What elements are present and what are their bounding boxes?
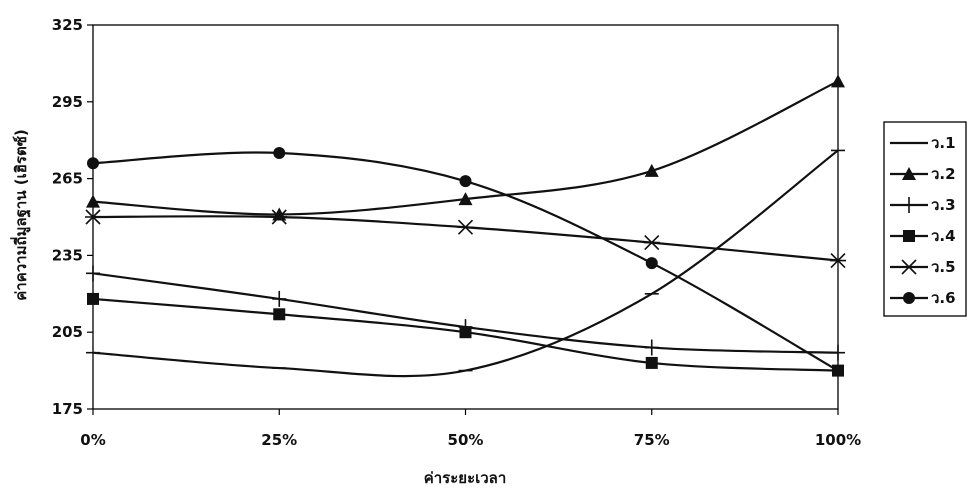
legend-label: ว.6 <box>931 289 956 307</box>
series-2 <box>86 74 845 221</box>
data-point <box>86 194 100 208</box>
data-point <box>87 292 99 305</box>
x-axis: 0% 25% 50% 75% 100% <box>80 409 861 449</box>
x-tick-label: 25% <box>261 431 297 449</box>
data-point <box>459 175 472 188</box>
y-axis: 175 205 235 265 295 325 <box>52 16 93 418</box>
data-point <box>644 339 659 356</box>
legend-label: ว.3 <box>931 196 956 214</box>
series-5 <box>85 209 846 269</box>
x-tick-label: 100% <box>815 431 861 449</box>
y-tick-label: 325 <box>52 16 83 34</box>
x-tick-label: 50% <box>448 431 484 449</box>
data-point <box>832 364 844 377</box>
data-point <box>87 157 99 170</box>
legend-marker <box>901 259 917 275</box>
legend-label: ว.2 <box>931 165 956 183</box>
y-tick-label: 205 <box>52 323 83 341</box>
data-point <box>644 163 659 177</box>
data-point <box>645 257 658 270</box>
legend-item: ว.1 <box>890 134 956 152</box>
legend-marker <box>902 197 916 213</box>
y-tick-label: 295 <box>52 93 83 111</box>
legend-marker <box>902 167 916 180</box>
legend-item: ว.3 <box>890 196 956 214</box>
data-point <box>831 74 845 88</box>
data-point <box>86 265 100 282</box>
legend-box <box>883 121 967 317</box>
series-1 <box>86 149 845 378</box>
y-axis-title: ค่าความถี่มูลฐาน (เฮิรตซ์) <box>10 129 31 301</box>
legend-label: ว.4 <box>931 227 956 245</box>
legend-item: ว.5 <box>890 258 956 276</box>
legend-marker <box>903 292 915 304</box>
y-tick-label: 265 <box>52 170 83 188</box>
data-point <box>831 344 845 361</box>
data-point <box>273 147 286 159</box>
data-point <box>458 192 473 206</box>
y-tick-label: 235 <box>52 246 83 264</box>
data-point <box>272 290 287 307</box>
legend-item: ว.4 <box>890 227 956 245</box>
x-tick-label: 75% <box>634 431 670 449</box>
legend-item: ว.2 <box>890 165 956 183</box>
legend-label: ว.1 <box>931 134 956 152</box>
data-point <box>271 209 288 225</box>
data-point <box>457 219 474 235</box>
data-point <box>273 308 286 321</box>
data-point <box>459 326 472 339</box>
legend-marker <box>903 230 915 242</box>
legend-item: ว.6 <box>890 289 956 307</box>
legend: ว.1 ว.2 ว.3 ว.4 ว.5 ว.6 <box>883 121 967 317</box>
data-point <box>85 209 101 225</box>
data-point <box>830 252 846 269</box>
y-tick-label: 175 <box>52 400 83 418</box>
series-line <box>92 149 839 378</box>
legend-label: ว.5 <box>931 258 956 276</box>
series-layer <box>85 74 846 378</box>
data-point <box>643 235 660 251</box>
x-axis-title: ค่าระยะเวลา <box>424 469 507 487</box>
x-tick-label: 0% <box>80 431 105 449</box>
data-point <box>645 356 658 369</box>
series-6 <box>87 147 844 377</box>
